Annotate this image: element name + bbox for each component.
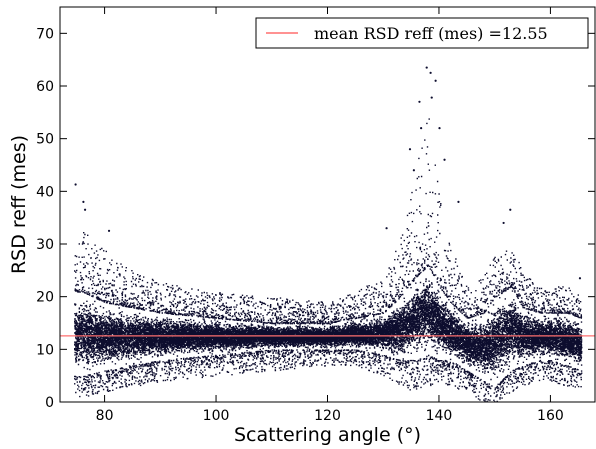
y-tick-label: 0 — [45, 395, 54, 411]
outlier-point — [509, 208, 512, 211]
outlier-point — [82, 200, 85, 203]
x-tick-label: 100 — [203, 408, 230, 424]
outlier-point — [412, 169, 415, 172]
x-axis-ticks: 80 100 120 140 160 — [96, 7, 564, 424]
outlier-point — [83, 208, 87, 211]
outlier-point — [443, 158, 446, 161]
y-axis-ticks: 0 10 20 30 40 50 60 70 — [36, 26, 595, 411]
y-tick-label: 20 — [36, 290, 54, 306]
y-tick-label: 40 — [36, 184, 54, 200]
x-tick-label: 120 — [314, 408, 341, 424]
outlier-point — [420, 127, 423, 130]
x-tick-label: 80 — [96, 408, 114, 424]
outlier-point — [107, 229, 111, 232]
outlier-point — [385, 227, 388, 230]
legend-label-mean: mean RSD reff (mes) =12.55 — [314, 24, 548, 43]
outlier-point — [434, 79, 437, 82]
outlier-point — [425, 66, 428, 69]
scatter-point-cloud — [74, 118, 583, 402]
x-axis-label: Scattering angle (°) — [234, 424, 421, 446]
outlier-point — [502, 221, 505, 225]
outlier-point — [430, 96, 433, 99]
x-tick-label: 160 — [537, 408, 564, 424]
y-tick-label: 60 — [36, 79, 54, 95]
outlier-point — [418, 100, 421, 103]
y-tick-label: 30 — [36, 237, 54, 253]
y-tick-label: 50 — [36, 132, 54, 148]
y-tick-label: 70 — [36, 26, 54, 42]
legend-box — [255, 17, 589, 49]
legend: mean RSD reff (mes) =12.55 — [255, 17, 589, 49]
outlier-point — [438, 127, 441, 130]
outlier-point — [578, 277, 582, 280]
outlier-point — [457, 200, 460, 203]
outlier-point — [74, 183, 77, 186]
outlier-points — [74, 66, 582, 280]
outlier-point — [408, 148, 412, 151]
y-tick-label: 10 — [36, 342, 54, 358]
y-axis-label: RSD reff (mes) — [8, 135, 30, 274]
scatter-points — [74, 118, 583, 402]
x-tick-label: 140 — [426, 408, 453, 424]
outlier-point — [429, 71, 432, 74]
